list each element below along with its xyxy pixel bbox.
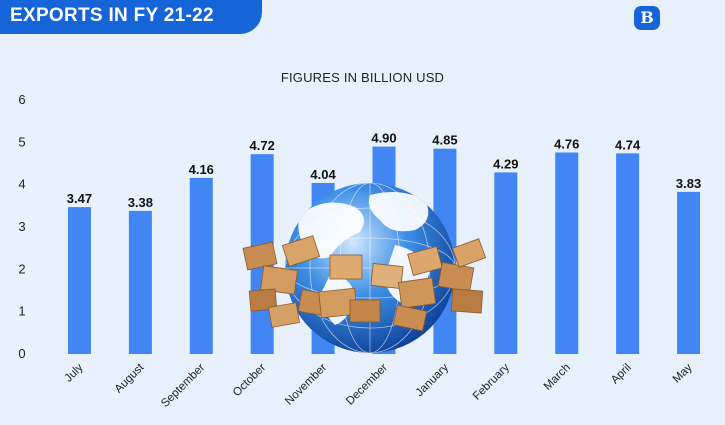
data-label: 4.72 (250, 138, 275, 153)
globe-with-boxes-image (242, 183, 487, 353)
data-label: 4.74 (615, 137, 641, 152)
data-label: 3.83 (676, 176, 701, 191)
x-tick-label: September (159, 362, 207, 410)
y-tick-label: 4 (18, 177, 25, 192)
x-tick-label: January (414, 361, 452, 399)
data-label: 4.04 (310, 167, 336, 182)
x-tick-label: March (542, 362, 573, 393)
data-label: 4.29 (493, 156, 518, 171)
y-tick-label: 0 (18, 346, 25, 361)
bar-september (189, 177, 213, 354)
data-label: 4.76 (554, 136, 579, 151)
y-tick-label: 1 (18, 304, 25, 319)
data-label: 4.90 (371, 131, 396, 146)
x-tick-label: December (344, 362, 390, 408)
data-label: 4.16 (189, 162, 214, 177)
brand-logo-icon: B (634, 6, 660, 30)
y-tick-label: 2 (18, 261, 25, 276)
data-label: 3.47 (67, 191, 92, 206)
y-tick-label: 3 (18, 219, 25, 234)
y-tick-label: 5 (18, 134, 25, 149)
bar-march (555, 152, 579, 354)
x-tick-label: August (113, 361, 147, 395)
x-tick-label: April (609, 362, 634, 387)
x-tick-label: July (63, 361, 86, 384)
bar-february (494, 172, 518, 354)
title-banner: EXPORTS IN FY 21-22 (0, 0, 262, 34)
x-tick-label: November (283, 362, 329, 408)
x-tick-label: February (471, 361, 512, 402)
x-tick-label: October (231, 362, 269, 400)
bar-april (616, 153, 640, 354)
data-label: 3.38 (128, 195, 153, 210)
y-tick-label: 6 (18, 92, 25, 107)
x-tick-label: May (671, 361, 695, 385)
data-label: 4.85 (432, 133, 457, 148)
bar-august (128, 210, 152, 354)
page-title: EXPORTS IN FY 21-22 (10, 5, 214, 26)
chart-title: FIGURES IN BILLION USD (280, 70, 445, 85)
bar-july (67, 207, 91, 354)
bar-may (677, 191, 701, 354)
